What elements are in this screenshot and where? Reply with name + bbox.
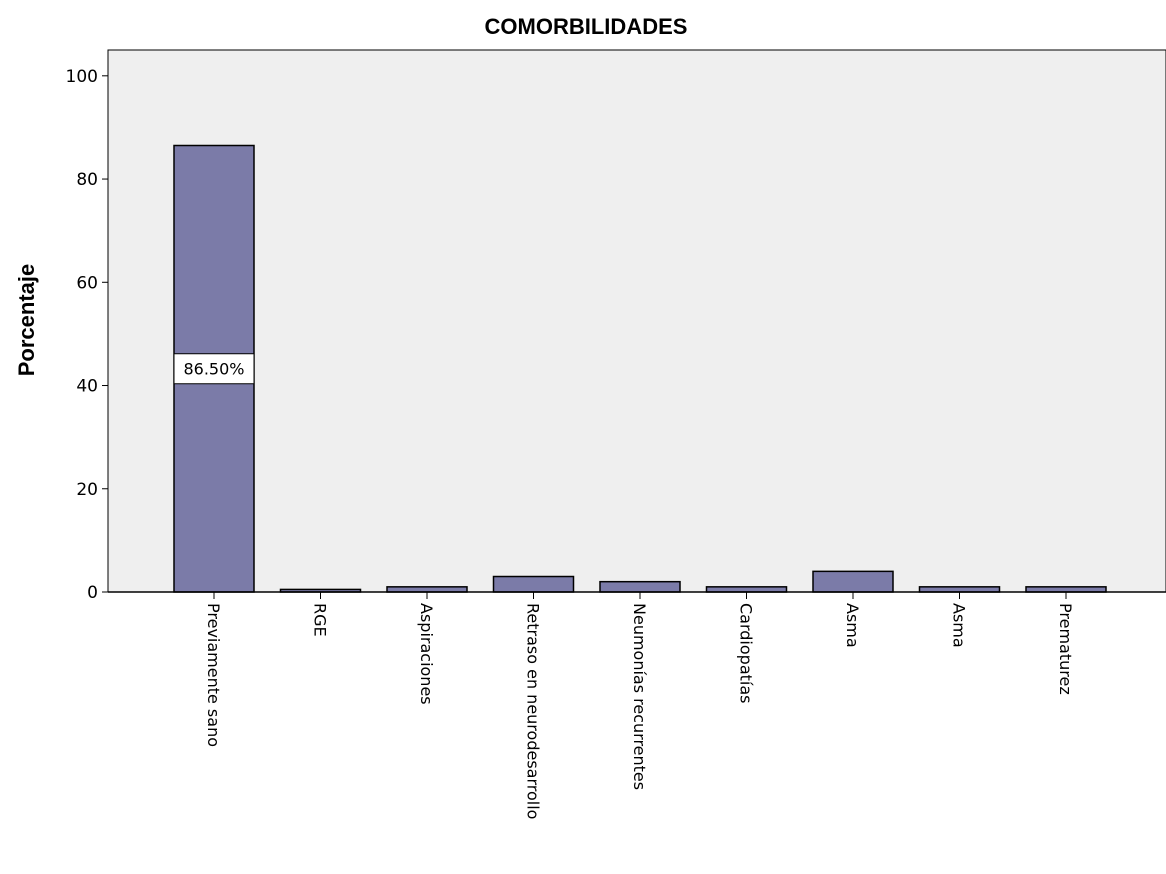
y-axis-label: Porcentaje: [14, 264, 39, 377]
x-tick-label: Aspiraciones: [417, 603, 436, 705]
x-tick-label: Prematurez: [1056, 603, 1075, 695]
bar: [1025, 586, 1107, 593]
x-tick-label: RGE: [311, 603, 330, 637]
y-tick-label: 80: [76, 170, 98, 190]
y-tick-label: 20: [76, 480, 98, 500]
data-label-box: [173, 353, 255, 385]
x-tick-label: Previamente sano: [204, 603, 223, 747]
bar: [812, 570, 894, 593]
y-tick-label: 0: [87, 583, 98, 603]
x-tick-label: Cardiopatías: [737, 603, 756, 703]
x-tick-label: Retraso en neurodesarrollo: [524, 603, 543, 819]
data-labels: 86.50%: [173, 353, 255, 385]
x-tick-label: Asma: [843, 603, 862, 648]
x-tick-label: Asma: [950, 603, 969, 648]
y-tick-label: 40: [76, 377, 98, 397]
y-axis-ticks: 0 20 40 60 80 100: [66, 67, 108, 603]
data-label: 86.50%: [173, 353, 255, 385]
chart-title: COMORBILIDADES: [485, 14, 688, 39]
y-tick-label: 100: [66, 67, 98, 87]
bar: [599, 580, 681, 593]
bar: [386, 586, 468, 593]
x-tick-label: Neumonías recurrentes: [630, 603, 649, 790]
bar: [705, 586, 788, 593]
bar: [492, 575, 575, 593]
y-tick-label: 60: [76, 273, 98, 293]
bar: [918, 586, 1001, 593]
x-axis-ticks: Previamente sano RGE Aspiraciones Retraso e…: [108, 591, 1166, 819]
plot-area: [107, 49, 1166, 593]
data-label-text: 86.50%: [183, 360, 244, 379]
